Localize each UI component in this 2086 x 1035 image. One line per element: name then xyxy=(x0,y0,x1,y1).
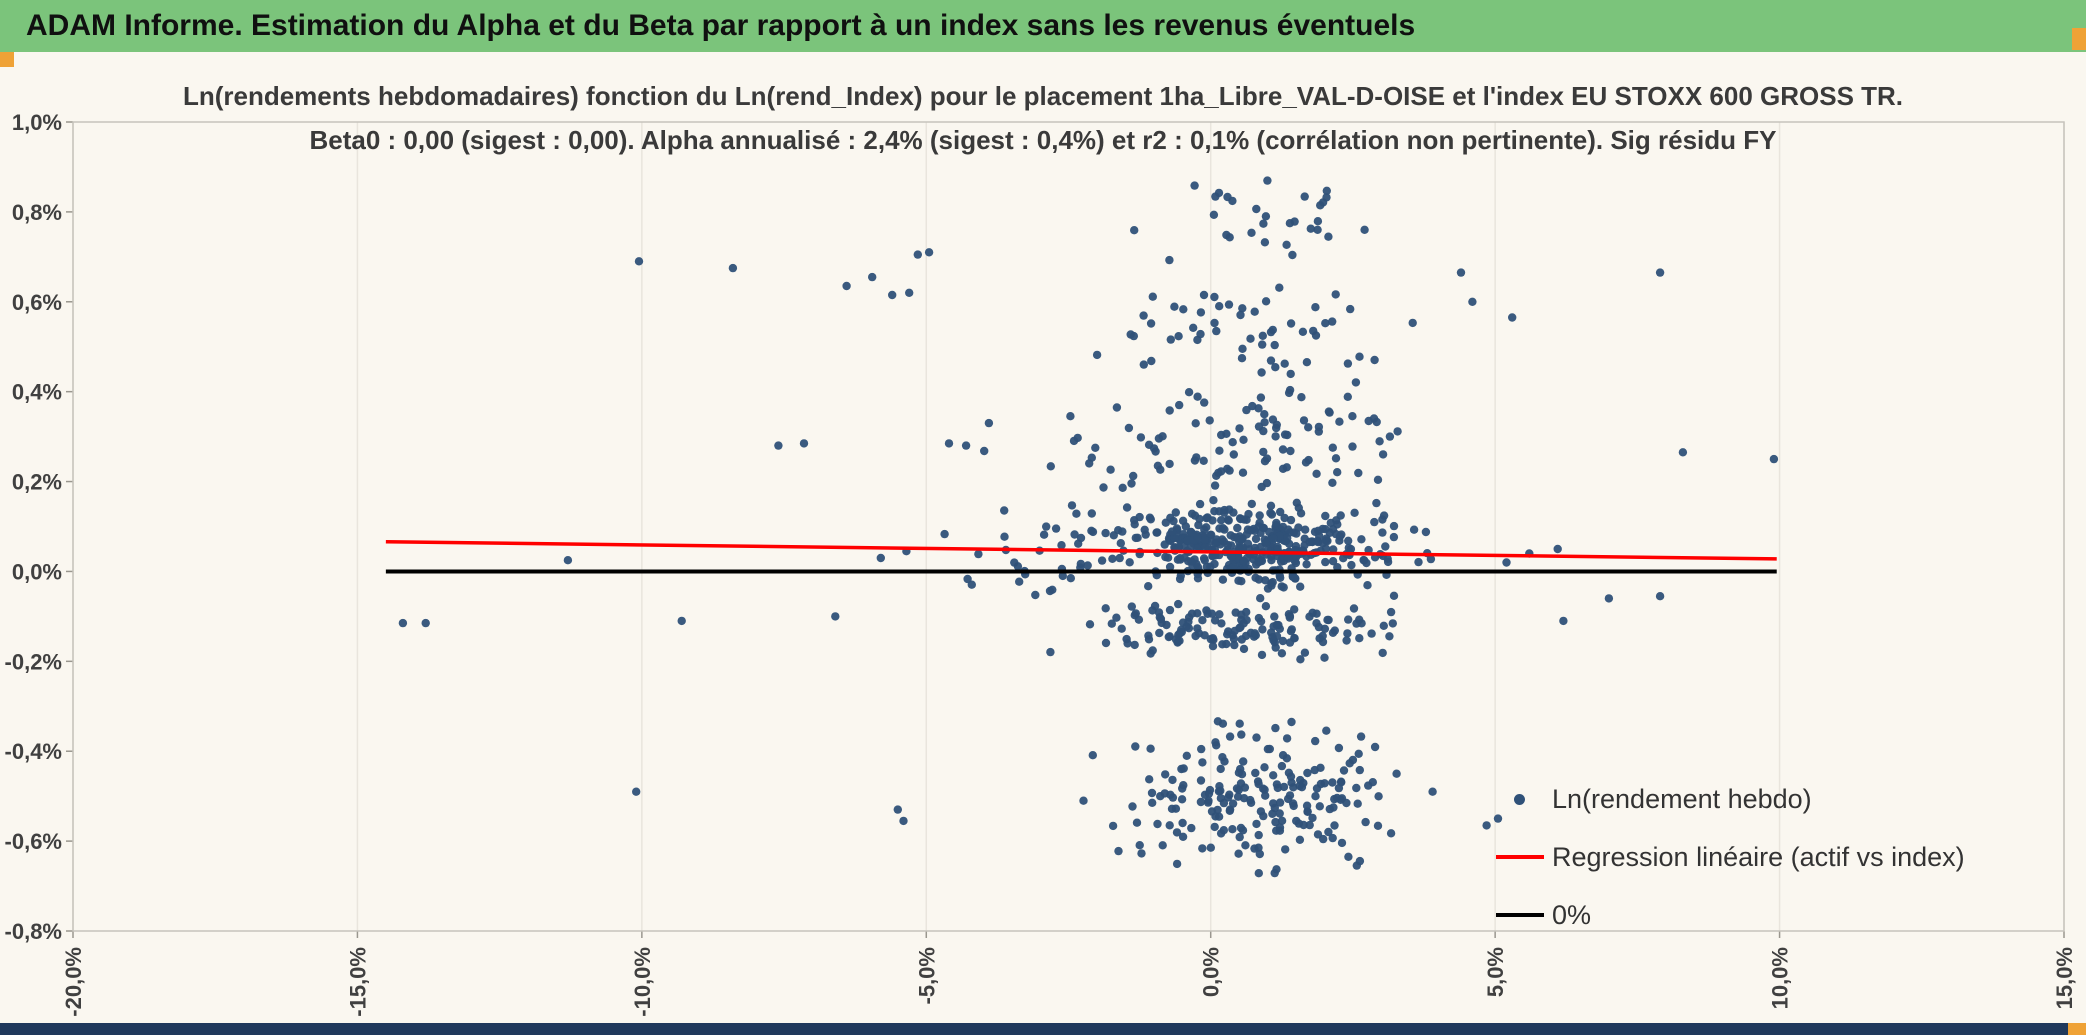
legend-item-series[interactable]: Ln(rendement hebdo) xyxy=(1496,770,1965,828)
svg-text:-10,0%: -10,0% xyxy=(630,947,655,1017)
axis-tick-labels: 1,0% 0,8% 0,6% 0,4% 0,2% 0,0% -0,2% -0,4% -0,6% -… xyxy=(5,110,2077,1017)
bottom-border-bar xyxy=(0,1023,2086,1035)
svg-text:5,0%: 5,0% xyxy=(1483,947,1508,997)
svg-text:-5,0%: -5,0% xyxy=(914,947,939,1004)
svg-text:-0,2%: -0,2% xyxy=(5,649,62,674)
left-accent-orange xyxy=(0,52,14,67)
svg-text:10,0%: 10,0% xyxy=(1768,947,1793,1009)
scatter-series-dot-marker xyxy=(1514,793,1525,805)
report-title: ADAM Informe. Estimation du Alpha et du … xyxy=(26,9,1416,42)
scatter-points xyxy=(398,176,1779,878)
legend-label-series: Ln(rendement hebdo) xyxy=(1552,783,1812,814)
legend-label-zero: 0% xyxy=(1552,899,1592,930)
legend-label-regression: Regression linéaire (actif vs index) xyxy=(1552,841,1965,872)
chart-title-line2: Beta0 : 0,00 (sigest : 0,00). Alpha annu… xyxy=(309,125,1777,155)
svg-text:0,8%: 0,8% xyxy=(12,200,62,225)
report-header: ADAM Informe. Estimation du Alpha et du … xyxy=(0,0,2086,52)
svg-text:15,0%: 15,0% xyxy=(2052,947,2077,1009)
legend-item-zero[interactable]: 0% xyxy=(1496,886,1965,944)
chart-legend: Ln(rendement hebdo) Regression linéaire … xyxy=(1496,770,1965,944)
legend-marker-cell xyxy=(1496,855,1552,859)
svg-text:-0,8%: -0,8% xyxy=(5,919,62,944)
svg-text:-0,6%: -0,6% xyxy=(5,829,62,854)
legend-marker-cell xyxy=(1496,793,1552,805)
reference-lines xyxy=(385,540,1777,574)
svg-text:0,0%: 0,0% xyxy=(12,559,62,584)
svg-text:0,2%: 0,2% xyxy=(12,470,62,495)
chart-title: Ln(rendements hebdomadaires) fonction du… xyxy=(0,74,2086,162)
svg-text:-0,4%: -0,4% xyxy=(5,739,62,764)
svg-text:-20,0%: -20,0% xyxy=(61,947,86,1017)
legend-marker-cell xyxy=(1496,913,1552,917)
bottom-accent-orange xyxy=(2068,1023,2086,1035)
scatter-plot[interactable]: 1,0% 0,8% 0,6% 0,4% 0,2% 0,0% -0,2% -0,4% -0,6% -… xyxy=(0,52,2086,1035)
regression-line-marker xyxy=(1496,855,1544,859)
svg-text:0,6%: 0,6% xyxy=(12,290,62,315)
axes xyxy=(66,121,2065,938)
chart-area[interactable]: Ln(rendements hebdomadaires) fonction du… xyxy=(0,52,2086,1035)
svg-text:-15,0%: -15,0% xyxy=(345,947,370,1017)
header-accent-orange xyxy=(2072,28,2086,50)
svg-text:0,4%: 0,4% xyxy=(12,380,62,405)
svg-text:0,0%: 0,0% xyxy=(1199,947,1224,997)
zero-line-marker xyxy=(1496,913,1544,917)
legend-item-regression[interactable]: Regression linéaire (actif vs index) xyxy=(1496,828,1965,886)
chart-title-line1: Ln(rendements hebdomadaires) fonction du… xyxy=(182,81,1904,111)
svg-text:1,0%: 1,0% xyxy=(12,110,62,135)
